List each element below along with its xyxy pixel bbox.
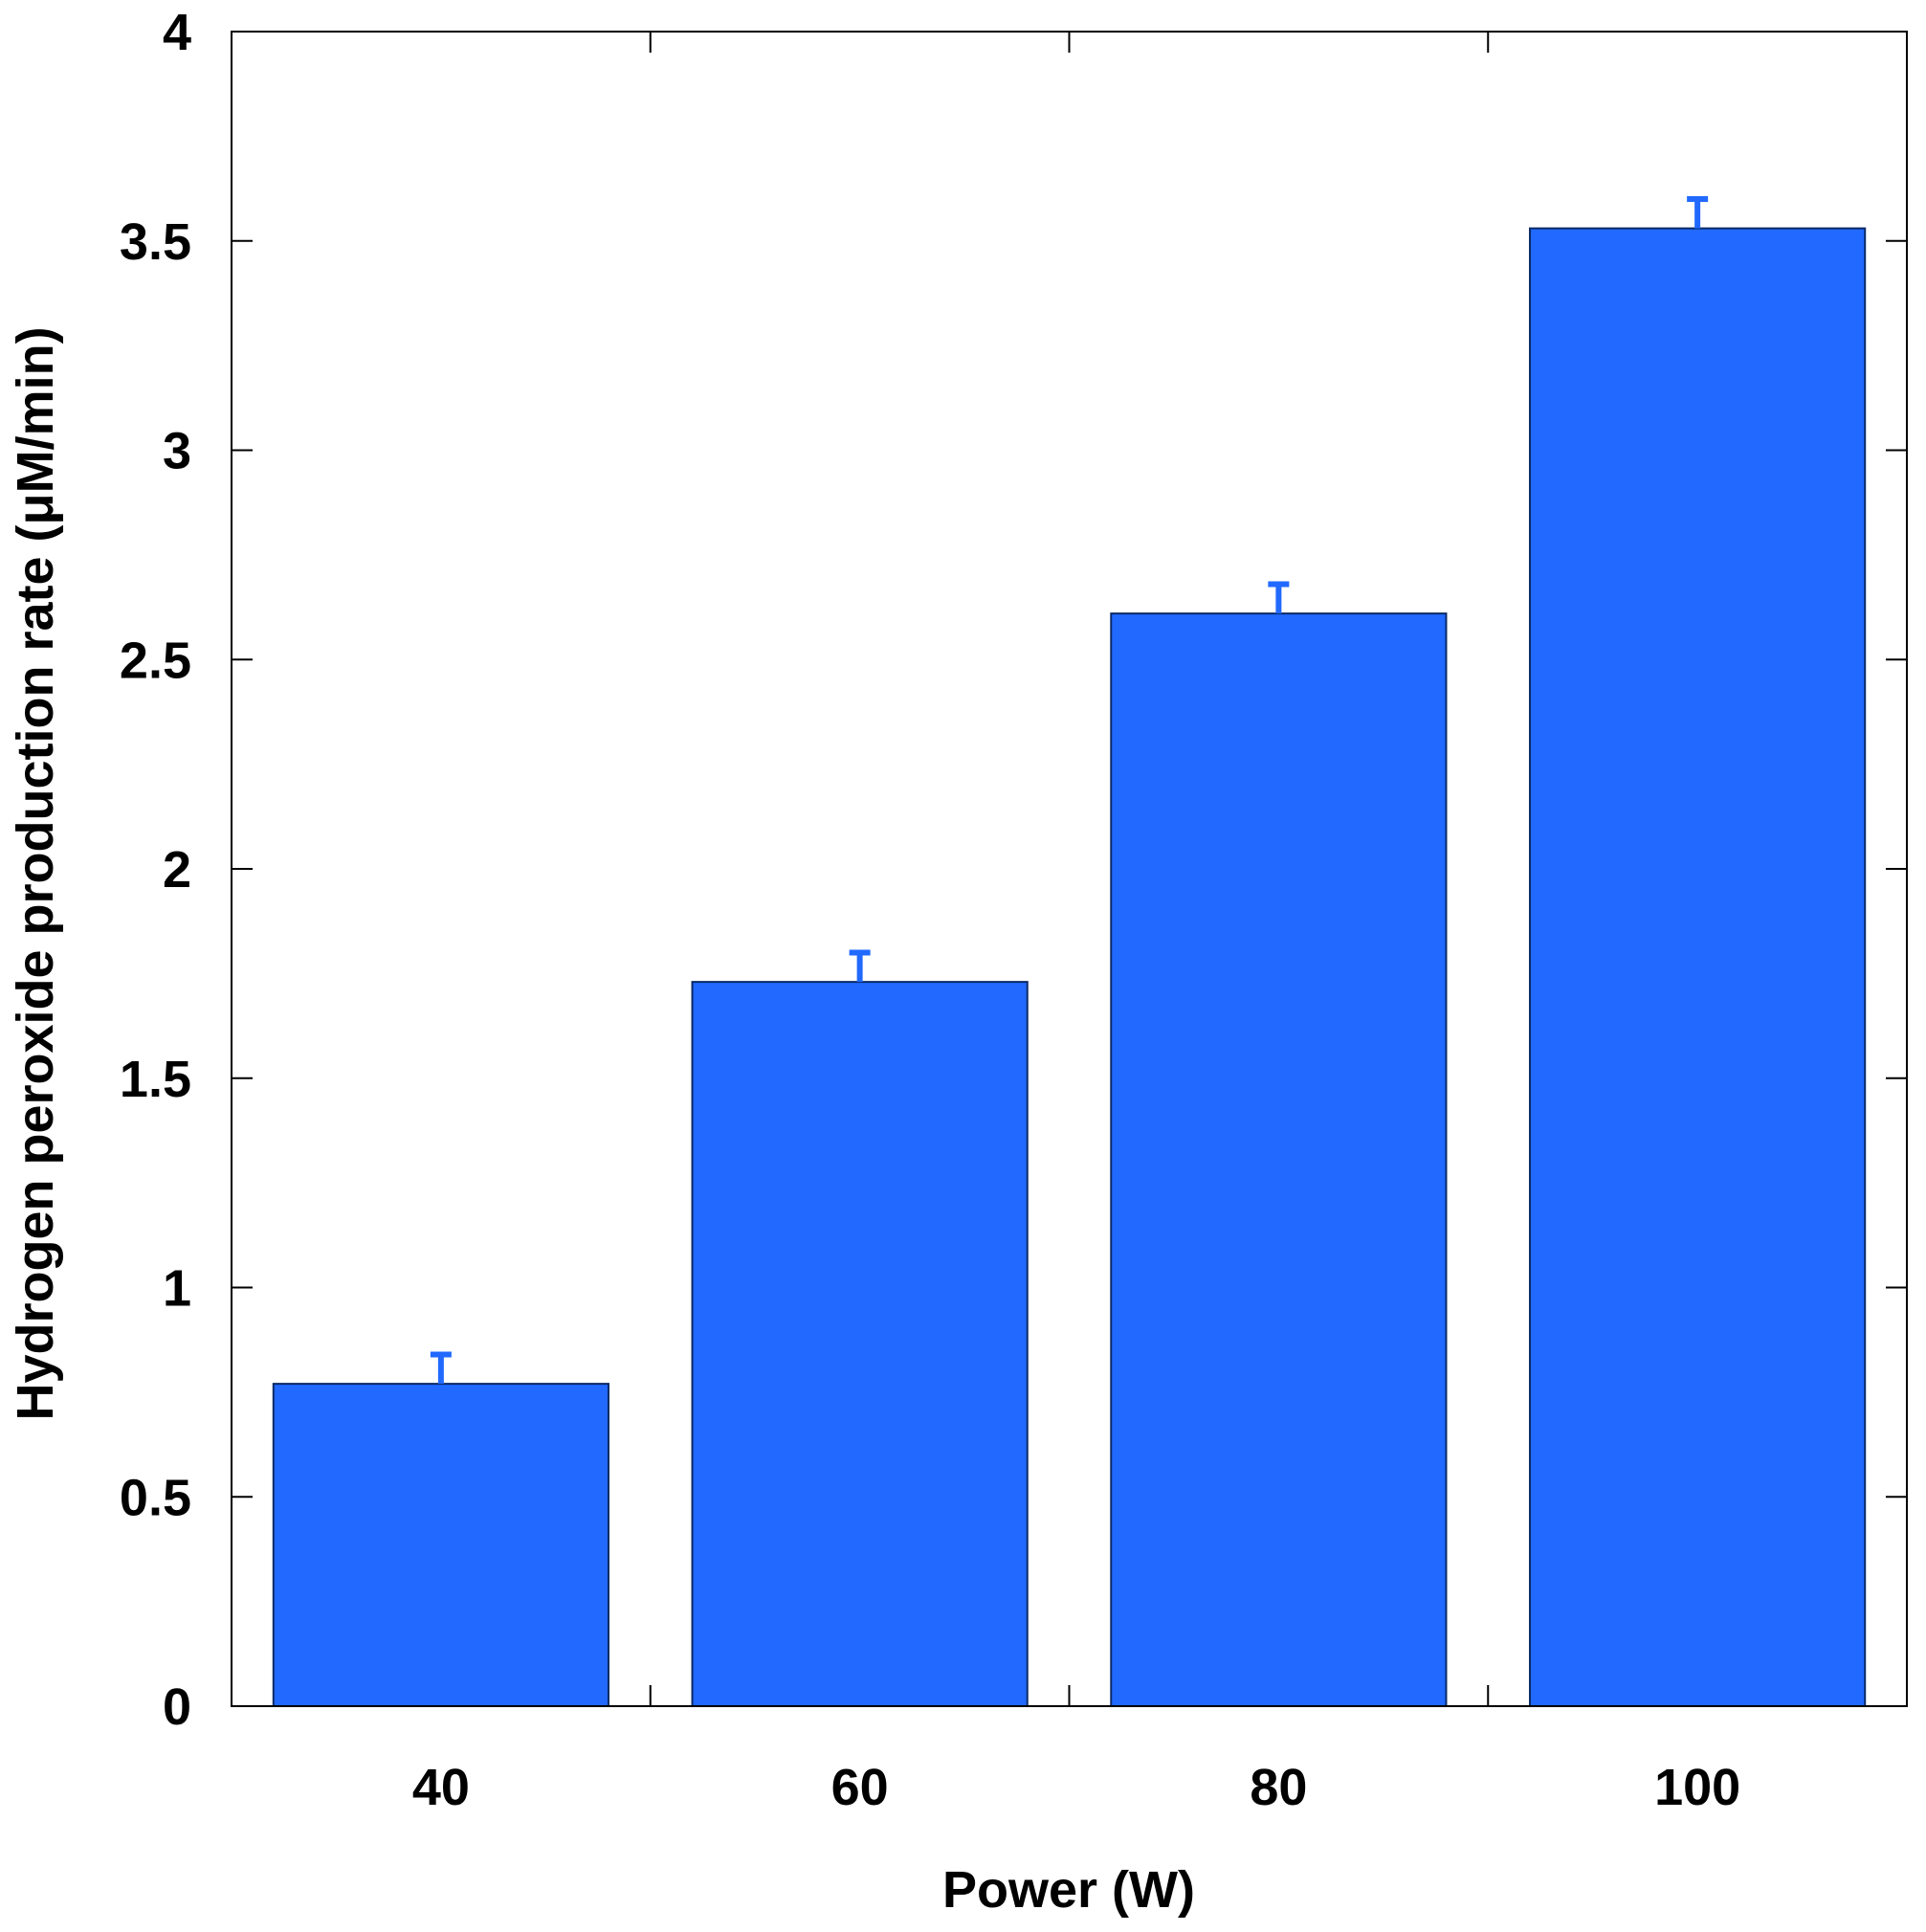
error-bars-layer [430, 196, 1709, 1385]
y-tick-label: 2 [163, 841, 191, 899]
x-tick-label-60: 60 [831, 1759, 889, 1816]
y-tick: 0 [163, 1678, 1907, 1736]
error-bar-40 [430, 1351, 452, 1385]
y-tick-label: 3.5 [120, 213, 191, 271]
y-tick-label: 4 [163, 4, 191, 61]
y-tick: 1 [163, 1260, 1907, 1318]
x-tick-label-80: 80 [1250, 1759, 1307, 1816]
y-axis-label: Hydrogen peroxide production rate (μM/mi… [7, 326, 64, 1420]
bars-layer [272, 227, 1867, 1707]
y-tick: 1.5 [120, 1051, 1907, 1108]
y-tick: 3.5 [120, 213, 1907, 271]
bar-80 [1110, 612, 1448, 1707]
y-tick-label: 3 [163, 423, 191, 480]
y-axis-ticks: 0 0.5 1 1.5 2 2.5 3 3.5 4 [120, 4, 1907, 1736]
x-axis-ticks: 40 60 80 100 [412, 32, 1740, 1816]
y-tick-label: 0 [163, 1678, 191, 1736]
y-tick: 2.5 [120, 632, 1907, 689]
bar-40 [272, 1383, 609, 1707]
y-tick-label: 2.5 [120, 632, 191, 689]
y-tick-label: 1.5 [120, 1051, 191, 1108]
x-axis-label: Power (W) [942, 1861, 1195, 1919]
bar-60 [691, 981, 1029, 1707]
y-tick: 2 [163, 841, 1907, 899]
error-bar-100 [1687, 196, 1709, 229]
bar-100 [1529, 227, 1867, 1707]
error-bar-80 [1268, 581, 1290, 614]
x-tick-label-100: 100 [1654, 1759, 1740, 1816]
y-tick: 0.5 [120, 1469, 1907, 1526]
y-tick: 4 [163, 4, 1907, 61]
error-bar-60 [849, 949, 871, 983]
y-tick: 3 [163, 423, 1907, 480]
x-tick-label-40: 40 [412, 1759, 470, 1816]
y-tick-label: 1 [163, 1260, 191, 1318]
y-tick-label: 0.5 [120, 1469, 191, 1526]
